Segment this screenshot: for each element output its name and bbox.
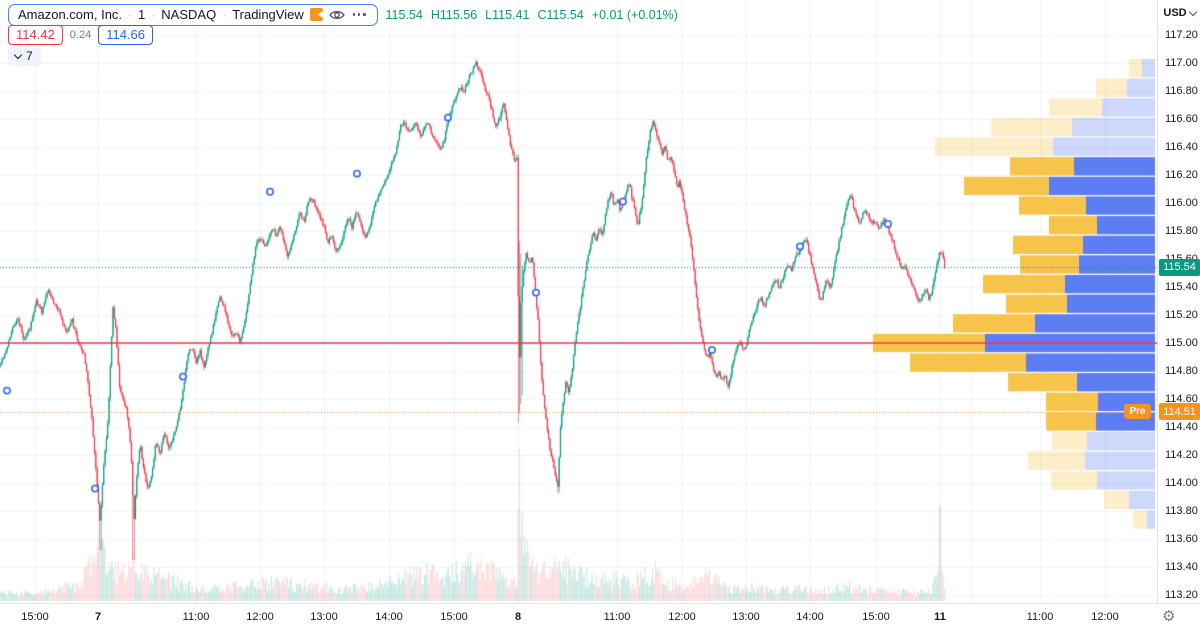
bid-ask-widget: 114.42 0.24 114.66 [8,25,154,45]
price-tick-label: 113.40 [1165,561,1198,573]
price-tick-label: 116.60 [1165,113,1198,125]
high-value: H115.56 [430,8,478,22]
time-tick-day-label: 11 [934,611,946,623]
time-tick-day-label: 7 [94,611,102,623]
chevron-down-icon [1188,7,1197,16]
symbol-name: Amazon.com, Inc. [18,7,123,22]
low-value: L115.41 [485,8,530,22]
chart-legend: Amazon.com, Inc. · 1 · NASDAQ · TradingV… [8,4,678,26]
currency-unit-button[interactable]: USD [1158,0,1200,26]
sell-bid-button[interactable]: 114.42 [8,25,63,45]
indicator-count: 7 [26,49,33,63]
spread-value: 0.24 [69,29,92,41]
time-tick-label: 13:00 [732,611,760,623]
premarket-price-badge: 114.51 [1159,403,1200,421]
price-tick-label: 113.60 [1165,533,1198,545]
indicator-row: 7 [8,47,41,66]
close-value: C115.54 [537,8,584,22]
price-tick-label: 116.20 [1165,169,1198,181]
time-tick-label: 15:00 [862,611,890,623]
interval-label: 1 [138,7,146,22]
buy-ask-button[interactable]: 114.66 [98,25,154,45]
last-price-badge: 115.54 [1159,258,1200,276]
price-tick-label: 114.60 [1165,393,1198,405]
time-tick-label: 12:00 [1091,611,1119,623]
premarket-line-label: Pre [1124,404,1151,419]
price-tick-label: 115.40 [1165,281,1198,293]
separator: · [128,7,133,22]
time-scale-axis[interactable]: ⚙ 15:00 7 11:00 12:00 13:00 14:00 15:00 8 11:00 1… [0,603,1200,630]
indicator-pill[interactable]: 7 [8,47,41,66]
chevron-down-icon [13,50,23,60]
eye-visibility-icon[interactable] [328,9,345,21]
price-tick-label: 117.20 [1165,29,1198,41]
time-tick-label: 12:00 [668,611,696,623]
time-tick-label: 12:00 [246,611,274,623]
provider-label: TradingView [232,7,304,22]
gear-settings-icon[interactable]: ⚙ [1162,608,1176,625]
currency-label: USD [1163,6,1187,19]
price-scale-axis[interactable]: USD 117.20 117.00 116.80 116.60 116.40 116.20… [1157,0,1200,603]
price-tick-label: 114.80 [1165,365,1198,377]
price-tick-label: 117.00 [1165,57,1198,69]
time-tick-label: 11:00 [182,611,210,623]
time-tick-label: 11:00 [603,611,631,623]
time-tick-label: 11:00 [1026,611,1054,623]
price-tick-label: 116.40 [1165,141,1198,153]
price-tick-label: 113.80 [1165,505,1198,517]
time-tick-day-label: 8 [514,611,522,623]
candlestick-chart-pane[interactable] [0,0,1157,603]
time-tick-label: 14:00 [375,611,403,623]
price-tick-label: 115.00 [1165,337,1198,349]
time-tick-label: 14:00 [796,611,824,623]
symbol-legend-pill[interactable]: Amazon.com, Inc. · 1 · NASDAQ · TradingV… [8,4,378,26]
price-tick-label: 114.20 [1165,449,1198,461]
price-tick-label: 115.80 [1165,225,1198,237]
time-tick-label: 15:00 [21,611,49,623]
separator: · [151,7,156,22]
price-tick-label: 113.20 [1165,589,1198,601]
tradingview-logo-icon [309,8,323,21]
price-tick-label: 116.80 [1165,85,1198,97]
price-tick-label: 116.00 [1165,197,1198,209]
price-tick-label: 114.00 [1165,477,1198,489]
time-tick-label: 15:00 [440,611,468,623]
price-tick-label: 114.40 [1165,421,1198,433]
ohlc-readout: 115.54 H115.56 L115.41 C115.54 +0.01 (+0… [386,8,678,22]
price-tick-label: 115.20 [1165,309,1198,321]
more-options-icon[interactable] [351,13,368,16]
separator: · [222,7,227,22]
exchange-label: NASDAQ [161,7,217,22]
change-value: +0.01 (+0.01%) [591,8,678,22]
open-value: 115.54 [385,8,423,22]
time-tick-label: 13:00 [310,611,338,623]
